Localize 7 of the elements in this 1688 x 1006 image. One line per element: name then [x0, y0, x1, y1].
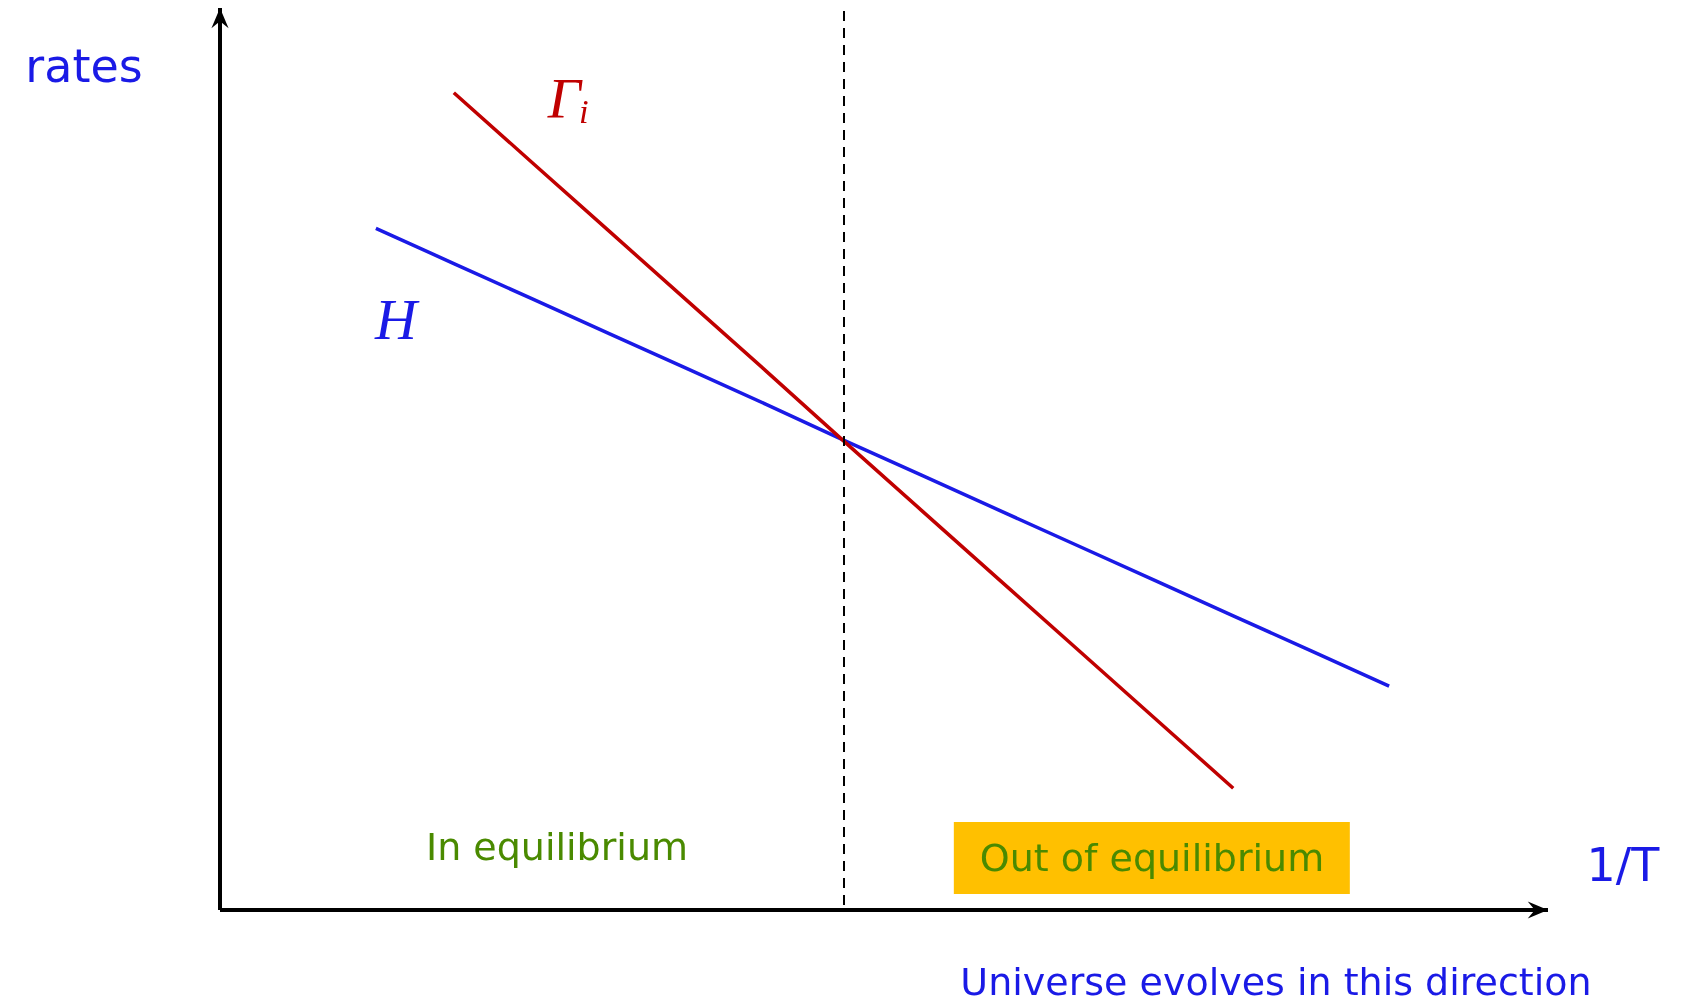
series-label: H — [373, 286, 420, 352]
y-axis-title: rates — [25, 39, 143, 93]
text: Universe evolves in this direction — [960, 960, 1592, 1004]
annotation: Out of equilibrium — [953, 822, 1351, 894]
x-axis-title: 1/T — [1586, 838, 1660, 892]
series-label: Γᵢ — [546, 65, 590, 131]
annotation: In equilibrium — [425, 825, 689, 869]
